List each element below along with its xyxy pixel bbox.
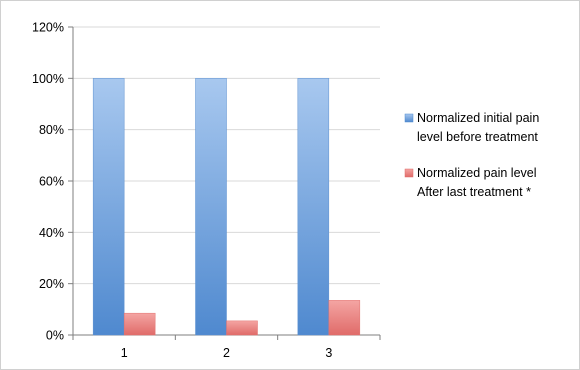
bar-series-1-cat-1 <box>92 78 125 336</box>
y-tick-label-2: 40% <box>39 226 64 240</box>
bar-series-1-cat-2 <box>195 78 227 336</box>
legend-swatch-series-1 <box>404 113 414 123</box>
legend-label-series-2-line-2: After last treatment * <box>417 185 531 199</box>
bar-series-2-cat-3 <box>328 300 361 336</box>
axis-layer: 0% 20% 40% 60% 80% 100% 120% 1 2 3 <box>32 21 381 360</box>
bar-series-2-cat-1 <box>123 312 156 336</box>
legend: Normalized initial pain level before tre… <box>404 111 539 199</box>
x-tick-label-2: 2 <box>223 346 230 360</box>
y-tick-label-1: 20% <box>39 277 64 291</box>
x-tick-label-3: 3 <box>325 346 332 360</box>
x-tick-label-1: 1 <box>121 346 128 360</box>
y-tick-label-4: 80% <box>39 123 64 137</box>
legend-swatch-series-2 <box>404 168 414 178</box>
legend-label-series-1-line-1: Normalized initial pain <box>417 111 539 125</box>
y-tick-label-5: 100% <box>32 72 64 86</box>
y-tick-label-3: 60% <box>39 175 64 189</box>
legend-label-series-1-line-2: level before treatment <box>417 130 538 144</box>
y-tick-label-6: 120% <box>32 21 64 35</box>
bar-series-1-cat-3 <box>297 78 330 336</box>
bar-layer <box>92 78 361 336</box>
bar-series-2-cat-2 <box>226 320 258 336</box>
legend-label-series-2-line-1: Normalized pain level <box>417 166 537 180</box>
y-tick-label-0: 0% <box>46 329 64 343</box>
